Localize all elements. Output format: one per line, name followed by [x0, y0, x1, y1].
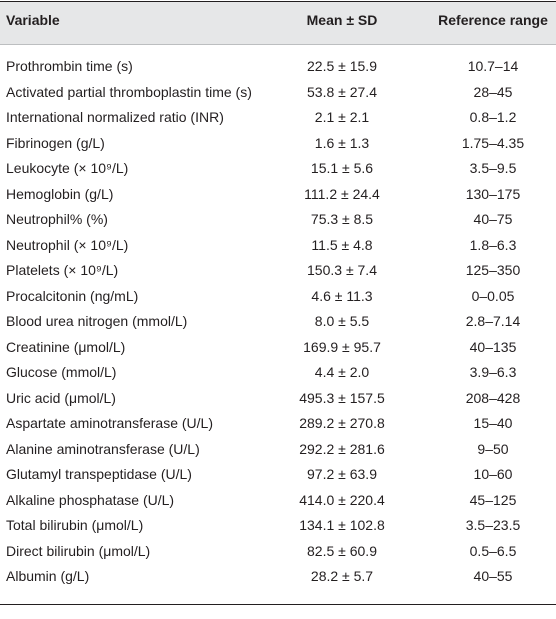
table-cell: Creatinine (μmol/L) [6, 338, 126, 355]
table-cell: Total bilirubin (μmol/L) [6, 517, 144, 533]
table-cell: 97.2 ± 63.9 [307, 466, 377, 482]
table-cell: Glucose (mmol/L) [6, 364, 117, 380]
table-cell: 292.2 ± 281.6 [299, 440, 385, 457]
table-cell: 45–125 [469, 491, 517, 508]
table-cell: 495.3 ± 157.5 [299, 389, 385, 406]
table-cell: 2.1 ± 2.1 [314, 109, 370, 125]
table-cell: 53.8 ± 27.4 [307, 83, 377, 100]
table-cell: 22.5 ± 15.9 [307, 58, 377, 74]
table-cell: Fibrinogen (g/L) [6, 134, 105, 151]
table-cell: 28.2 ± 5.7 [310, 568, 374, 584]
table-cell: Uric acid (μmol/L) [6, 389, 116, 406]
table-cell: 289.2 ± 270.8 [299, 415, 385, 431]
header-band [0, 1, 556, 45]
table-cell: 134.1 ± 102.8 [299, 517, 385, 533]
table-cell: 82.5 ± 60.9 [307, 542, 377, 559]
table-cell: 15.1 ± 5.6 [310, 160, 374, 176]
table-cell: 0.5–6.5 [469, 542, 517, 559]
table-cell: 3.9–6.3 [469, 364, 517, 380]
table-cell: 40–75 [473, 211, 513, 227]
table-cell: Albumin (g/L) [6, 568, 90, 584]
table-cell: 15–40 [473, 415, 513, 431]
table-cell: 3.5–9.5 [469, 160, 517, 176]
table-cell: 414.0 ± 220.4 [299, 491, 385, 508]
table-cell: 1.6 ± 1.3 [314, 134, 370, 151]
table-cell: Neutrophil% (%) [6, 211, 108, 227]
table-cell: 4.4 ± 2.0 [314, 364, 370, 380]
table-cell: 40–135 [469, 338, 517, 355]
table-cell: Procalcitonin (ng/mL) [6, 287, 139, 304]
table-cell: Neutrophil (× 10⁹/L) [6, 236, 129, 253]
table-cell: Activated partial thromboplastin time (s… [6, 83, 252, 100]
table-cell: 75.3 ± 8.5 [310, 211, 374, 227]
table-cell: Blood urea nitrogen (mmol/L) [6, 313, 188, 329]
table-cell: Alkaline phosphatase (U/L) [6, 491, 175, 508]
bottom-rule [0, 604, 556, 605]
table-cell: Hemoglobin (g/L) [6, 185, 114, 202]
table-cell: 111.2 ± 24.4 [304, 185, 380, 202]
table-cell: 4.6 ± 11.3 [311, 287, 373, 304]
table-cell: 9–50 [477, 440, 509, 457]
header-cell: Variable [6, 12, 60, 28]
table-cell: Glutamyl transpeptidase (U/L) [6, 466, 192, 482]
table-cell: 208–428 [465, 389, 521, 406]
table-cell: 28–45 [473, 83, 513, 100]
table-cell: 0–0.05 [471, 287, 515, 304]
table-cell: 0.8–1.2 [469, 109, 517, 125]
table-cell: 10–60 [473, 466, 513, 482]
table-cell: Prothrombin time (s) [6, 58, 133, 74]
table-cell: 125–350 [465, 262, 521, 278]
table-cell: Leukocyte (× 10⁹/L) [6, 160, 129, 176]
table-cell: 8.0 ± 5.5 [314, 313, 370, 329]
table-cell: 1.8–6.3 [469, 236, 517, 253]
table-cell: 169.9 ± 95.7 [303, 338, 381, 355]
table-cell: Platelets (× 10⁹/L) [6, 262, 119, 278]
header-cell: Mean ± SD [306, 12, 378, 28]
table-cell: 2.8–7.14 [465, 313, 521, 329]
table-cell: 40–55 [473, 568, 513, 584]
table-cell: 1.75–4.35 [461, 134, 525, 151]
table-cell: 150.3 ± 7.4 [307, 262, 377, 278]
header-cell: Reference range [438, 12, 548, 28]
table-cell: International normalized ratio (INR) [6, 109, 224, 125]
table-cell: 3.5–23.5 [465, 517, 521, 533]
table-cell: Aspartate aminotransferase (U/L) [6, 415, 213, 431]
table-cell: 11.5 ± 4.8 [311, 236, 373, 253]
table-cell: 130–175 [465, 185, 521, 202]
table-cell: Direct bilirubin (μmol/L) [6, 542, 151, 559]
table-cell: 10.7–14 [467, 58, 519, 74]
table-cell: Alanine aminotransferase (U/L) [6, 440, 200, 457]
